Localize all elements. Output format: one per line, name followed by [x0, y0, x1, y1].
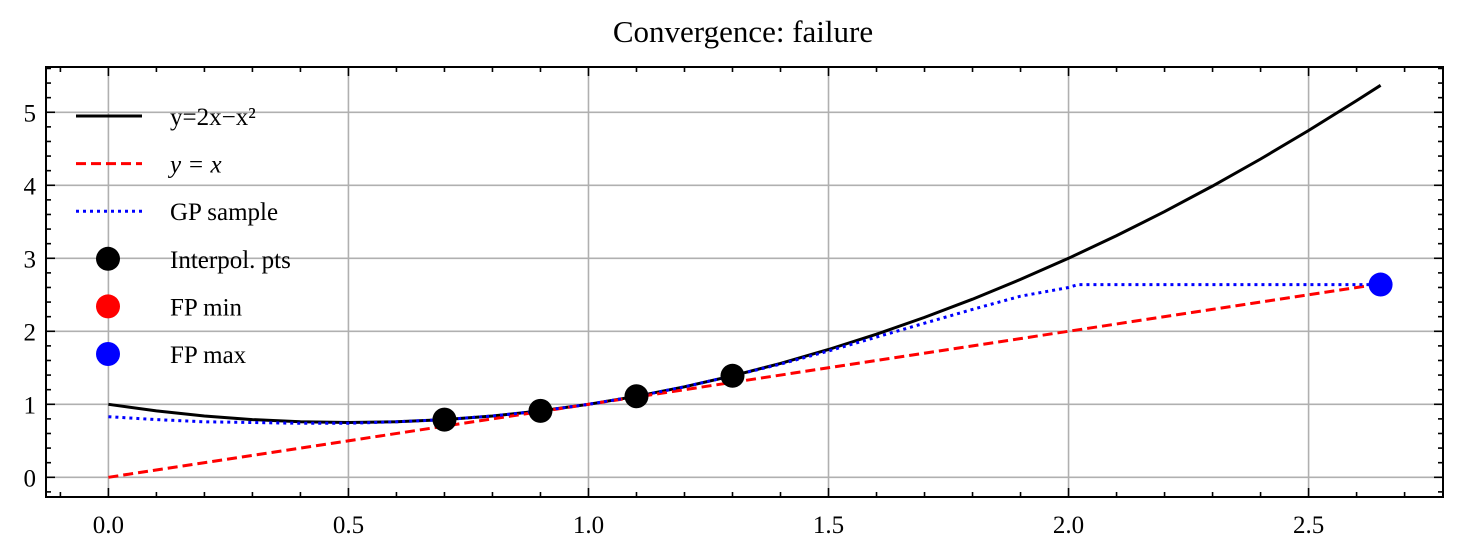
- y-tick-label: 2: [24, 319, 37, 346]
- legend-label-y-2x-x: y=2x−x²: [170, 104, 256, 131]
- x-tick-label: 1.0: [573, 512, 604, 539]
- legend-marker-fp-max: [96, 342, 120, 366]
- legend-label-y-x: y = x: [167, 152, 222, 179]
- y-tick-label: 3: [24, 246, 37, 273]
- point-interpol-pts: [432, 407, 457, 432]
- x-tick-label: 0.0: [93, 512, 124, 539]
- plot-frame: [45, 66, 1444, 498]
- point-fp-max: [1368, 272, 1393, 297]
- y-tick-label: 4: [24, 173, 37, 200]
- scatter-points: [432, 272, 1393, 432]
- x-tick-label: 2.5: [1293, 512, 1324, 539]
- x-tick-label: 2.0: [1053, 512, 1084, 539]
- grid-lines: [46, 67, 1443, 497]
- legend-marker-interpol-pts: [96, 246, 120, 271]
- point-interpol-pts: [624, 384, 649, 409]
- series-line-y-2x-x: [108, 84, 1382, 425]
- series-line-gp-sample: [108, 283, 1381, 425]
- y-tick-label: 5: [24, 100, 37, 127]
- point-interpol-pts: [528, 398, 553, 423]
- axis-ticks: [46, 67, 1443, 497]
- x-tick-label: 1.5: [813, 512, 844, 539]
- legend-label-gp-sample: GP sample: [170, 199, 278, 226]
- y-tick-label: 0: [24, 465, 37, 492]
- point-interpol-pts: [720, 363, 745, 388]
- legend: y=2x−x² y = x GP sample Interpol. pts FP min…: [76, 104, 291, 369]
- y-tick-label: 1: [24, 392, 37, 419]
- legend-label-interpol-pts: Interpol. pts: [170, 247, 291, 274]
- series-lines: [108, 84, 1382, 479]
- legend-label-fp-max: FP max: [170, 342, 247, 369]
- legend-marker-fp-min: [96, 294, 120, 319]
- series-line-y-x: [108, 282, 1381, 479]
- tick-labels: 0.0 0.5 1.0 1.5 2.0 2.5 0 1 2 3 4 5: [24, 100, 1325, 539]
- chart-title: Convergence: failure: [613, 14, 873, 49]
- legend-label-fp-min: FP min: [170, 294, 243, 321]
- x-tick-label: 0.5: [333, 512, 364, 539]
